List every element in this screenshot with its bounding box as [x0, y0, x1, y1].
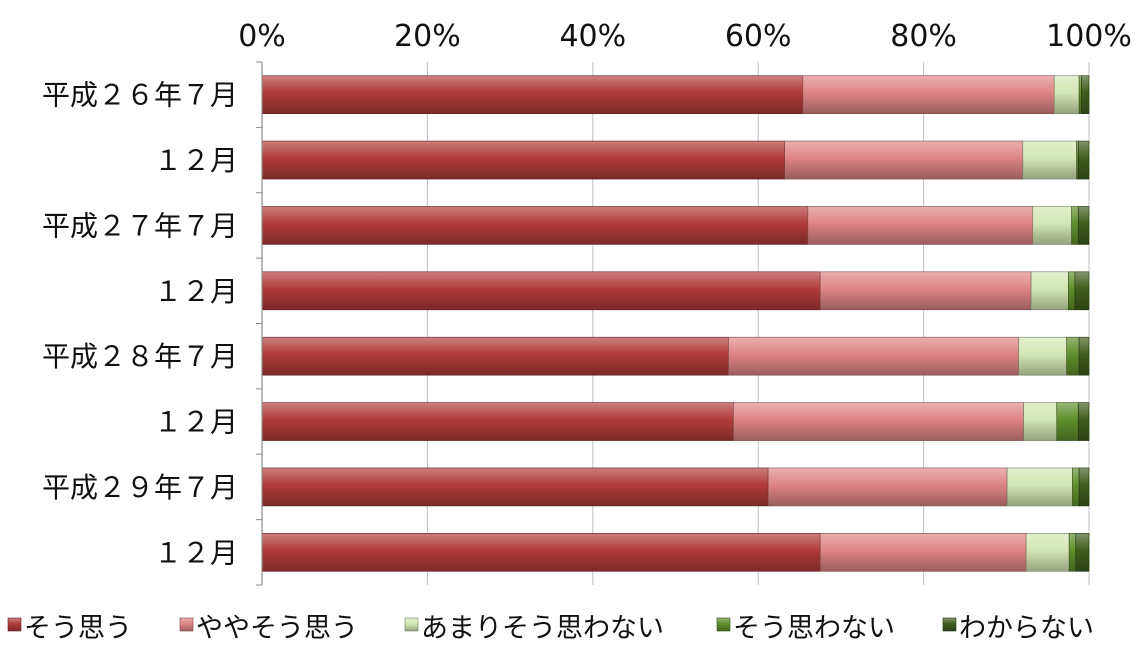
legend-swatch: [942, 617, 957, 632]
legend-label: そう思う: [24, 613, 132, 644]
bar-segment: [728, 336, 1020, 376]
bar-segment: [261, 533, 821, 572]
bar-segment: [1023, 402, 1058, 441]
bar-segment: [261, 140, 785, 180]
x-tick-label: 0%: [238, 19, 286, 54]
category-label: １２月: [154, 536, 238, 569]
bar-segment: [261, 402, 734, 441]
bar-segment: [1068, 271, 1076, 311]
bar-segment: [1032, 206, 1072, 245]
category-label: 平成２７年７月: [42, 209, 238, 242]
bar-segment: [819, 271, 1032, 311]
x-tick-label: 40%: [559, 19, 626, 54]
bar-segment: [819, 533, 1027, 572]
bar-segment: [1018, 336, 1067, 376]
bar-segment: [1074, 271, 1090, 311]
bar-segment: [1077, 206, 1090, 245]
bars: [261, 75, 1090, 572]
bar-segment: [1077, 402, 1090, 441]
bar-segment: [1068, 533, 1077, 572]
x-tick-label: 100%: [1046, 19, 1132, 54]
x-tick-label: 60%: [725, 19, 792, 54]
bar-segment: [733, 402, 1024, 441]
bar-segment: [261, 75, 804, 114]
bar-segment: [1078, 467, 1090, 507]
bar-segment: [261, 336, 729, 376]
legend-swatch: [404, 617, 419, 632]
bar-segment: [1072, 467, 1080, 507]
bar-segment: [1053, 75, 1080, 114]
bar-segment: [1081, 75, 1090, 114]
bar-segment: [261, 271, 821, 311]
bar-segment: [1075, 533, 1090, 572]
labels: 0% 20% 40% 60% 80% 100%平成２６年７月１２月平成２７年７月１２月平成…: [42, 19, 1132, 569]
bar-segment: [767, 467, 1008, 507]
bar-segment: [261, 467, 769, 507]
category-label: １２月: [154, 275, 238, 308]
legend-swatch: [179, 617, 194, 632]
gridlines: [261, 62, 1090, 585]
bar-segment: [1006, 467, 1073, 507]
x-tick-label: 80%: [890, 19, 957, 54]
category-label: 平成２８年７月: [42, 340, 238, 373]
bar-segment: [1077, 140, 1090, 180]
category-label: １２月: [154, 144, 238, 177]
bar-segment: [1022, 140, 1077, 180]
bar-segment: [1030, 271, 1069, 311]
bar-segment: [1066, 336, 1080, 376]
bar-segment: [1056, 402, 1079, 441]
legend-label: そう思わない: [733, 613, 895, 644]
legend-label: ややそう思う: [196, 613, 358, 644]
bar-segment: [784, 140, 1024, 180]
bar-segment: [807, 206, 1034, 245]
bar-segment: [1078, 336, 1090, 376]
category-label: 平成２６年７月: [42, 79, 238, 112]
legend: そう思う ややそう思う あまりそう思わない そう思わない わからない: [7, 613, 1094, 644]
bar-segment: [261, 206, 809, 245]
legend-label: あまりそう思わない: [421, 613, 664, 644]
legend-label: わからない: [959, 613, 1094, 644]
bar-segment: [1078, 75, 1082, 114]
legend-swatch: [7, 617, 22, 632]
axes: [256, 61, 263, 586]
bar-segment: [1025, 533, 1070, 572]
bar-segment: [802, 75, 1055, 114]
x-tick-label: 20%: [394, 19, 461, 54]
bar-segment: [1071, 206, 1079, 245]
legend-swatch: [716, 617, 731, 632]
category-label: 平成２９年７月: [42, 471, 238, 504]
category-label: １２月: [154, 406, 238, 439]
